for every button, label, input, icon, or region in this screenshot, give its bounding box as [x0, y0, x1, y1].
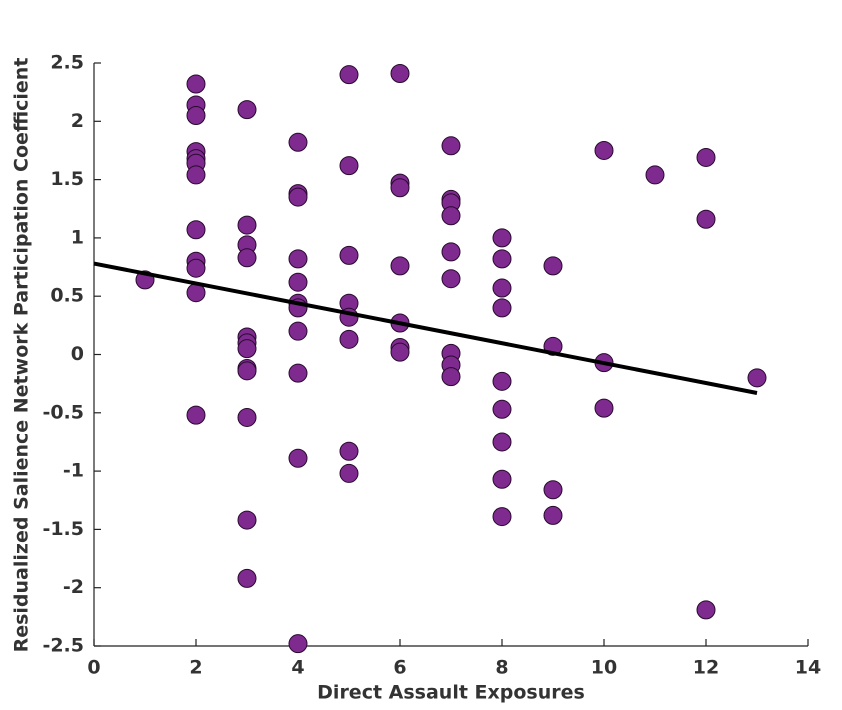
data-point — [543, 480, 563, 500]
x-tick-label: 0 — [87, 657, 100, 679]
data-point — [543, 505, 563, 525]
data-point — [339, 245, 359, 265]
x-tick-label: 12 — [693, 657, 719, 679]
data-point — [441, 367, 461, 387]
data-point — [594, 140, 614, 160]
x-tick-label: 8 — [495, 657, 508, 679]
data-point — [492, 469, 512, 489]
data-point — [237, 215, 257, 235]
fit-line — [93, 261, 758, 395]
data-point — [237, 100, 257, 120]
y-tick-label: 2 — [71, 110, 84, 132]
x-tick-label: 6 — [393, 657, 406, 679]
y-tick-label: 2.5 — [50, 52, 84, 74]
data-point — [492, 399, 512, 419]
data-point — [696, 209, 716, 229]
data-point — [696, 600, 716, 620]
data-point — [288, 249, 308, 269]
y-tick-label: -0.5 — [42, 401, 84, 423]
data-point — [288, 634, 308, 654]
y-tick-label: -1.5 — [42, 518, 84, 540]
data-point — [441, 242, 461, 262]
data-point — [288, 363, 308, 383]
y-tick-label: -2.5 — [42, 635, 84, 657]
data-point — [747, 368, 767, 388]
data-point — [492, 278, 512, 298]
y-tick-label: 1 — [71, 226, 84, 248]
data-point — [339, 65, 359, 85]
y-axis-label: Residualized Salience Network Participat… — [11, 58, 33, 653]
data-point — [594, 398, 614, 418]
data-point — [186, 405, 206, 425]
data-point — [186, 74, 206, 94]
data-point — [441, 206, 461, 226]
data-point — [186, 220, 206, 240]
data-point — [390, 342, 410, 362]
data-point — [288, 132, 308, 152]
data-point — [186, 105, 206, 125]
data-point — [390, 63, 410, 83]
y-tick-label: 1.5 — [50, 168, 84, 190]
x-tick-label: 10 — [591, 657, 617, 679]
data-point — [237, 361, 257, 381]
x-tick-label: 14 — [795, 657, 821, 679]
data-point — [492, 371, 512, 391]
data-point — [237, 407, 257, 427]
data-point — [339, 463, 359, 483]
data-point — [390, 178, 410, 198]
data-point — [237, 568, 257, 588]
x-axis-label: Direct Assault Exposures — [317, 682, 585, 704]
data-point — [492, 298, 512, 318]
data-point — [339, 329, 359, 349]
data-point — [390, 256, 410, 276]
data-point — [492, 249, 512, 269]
x-tick-label: 4 — [291, 657, 304, 679]
data-point — [645, 165, 665, 185]
data-point — [288, 187, 308, 207]
data-point — [543, 256, 563, 276]
data-point — [492, 507, 512, 527]
data-point — [237, 339, 257, 359]
y-tick-label: -1 — [63, 460, 84, 482]
data-point — [237, 510, 257, 530]
y-tick-label: 0.5 — [50, 285, 84, 307]
data-point — [339, 156, 359, 176]
data-point — [186, 165, 206, 185]
data-point — [492, 228, 512, 248]
data-point — [237, 248, 257, 268]
data-point — [186, 258, 206, 278]
data-point — [492, 432, 512, 452]
data-point — [441, 269, 461, 289]
data-point — [288, 272, 308, 292]
data-point — [696, 147, 716, 167]
data-point — [339, 441, 359, 461]
y-tick-label: 0 — [71, 343, 84, 365]
data-point — [441, 136, 461, 156]
data-point — [288, 321, 308, 341]
x-tick-label: 2 — [189, 657, 202, 679]
y-tick-label: -2 — [63, 576, 84, 598]
data-point — [288, 448, 308, 468]
